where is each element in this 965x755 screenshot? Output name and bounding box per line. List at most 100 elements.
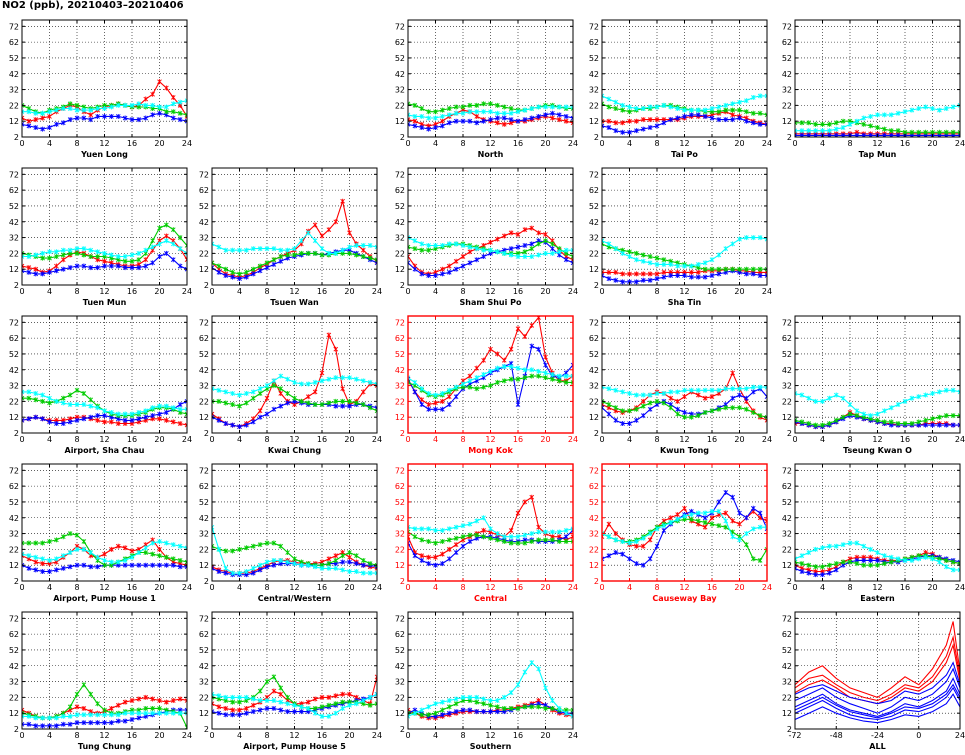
data-point — [764, 93, 767, 99]
data-point — [157, 710, 162, 716]
data-point — [602, 405, 605, 411]
series-group — [212, 524, 377, 578]
data-point — [923, 422, 928, 428]
data-point — [164, 104, 169, 110]
data-point — [40, 392, 45, 398]
data-point — [333, 710, 339, 716]
data-point — [675, 106, 680, 112]
data-point — [446, 269, 452, 275]
data-point — [813, 398, 818, 404]
series-line — [795, 667, 960, 714]
data-point — [367, 405, 373, 411]
data-point — [250, 246, 256, 252]
x-tick-label: 20 — [927, 435, 937, 444]
data-point — [627, 408, 632, 414]
data-point — [515, 254, 521, 260]
data-point — [433, 527, 438, 533]
y-tick-label: 52 — [782, 350, 792, 359]
y-tick-label: 2 — [787, 133, 792, 142]
data-point — [143, 247, 149, 253]
data-point — [689, 263, 694, 269]
data-point — [54, 268, 59, 274]
data-point — [129, 554, 135, 560]
data-point — [661, 120, 667, 126]
y-tick-label: 22 — [199, 545, 209, 554]
data-point — [299, 381, 304, 387]
x-tick-label: 8 — [654, 139, 659, 148]
data-point — [347, 550, 352, 556]
data-point — [81, 107, 87, 113]
data-point — [606, 241, 612, 247]
data-point — [312, 402, 318, 408]
data-point — [164, 417, 169, 423]
data-point — [412, 710, 418, 716]
x-tick-label: 24 — [182, 139, 192, 148]
data-point — [709, 257, 715, 263]
data-point — [129, 417, 135, 423]
data-point — [675, 406, 680, 412]
data-point — [312, 564, 318, 570]
data-point — [292, 556, 297, 562]
data-point — [177, 235, 183, 241]
data-point — [177, 564, 183, 570]
data-point — [271, 557, 277, 563]
data-point — [737, 510, 742, 516]
data-point — [326, 556, 332, 562]
data-point — [840, 414, 846, 420]
data-point — [640, 126, 646, 132]
data-point — [26, 389, 32, 395]
data-point — [757, 510, 763, 516]
data-point — [744, 515, 749, 521]
data-point — [102, 263, 107, 269]
x-tick-label: 12 — [679, 435, 689, 444]
data-point — [88, 247, 94, 253]
y-tick-label: 62 — [782, 482, 792, 491]
data-point — [326, 713, 332, 719]
data-point — [419, 526, 425, 532]
data-point — [481, 701, 486, 707]
data-point — [278, 543, 284, 549]
data-point — [164, 238, 169, 244]
data-point — [95, 554, 100, 560]
data-point — [354, 569, 359, 575]
data-point — [237, 424, 242, 430]
data-point — [806, 570, 812, 576]
data-point — [702, 520, 708, 525]
data-point — [81, 562, 87, 568]
x-tick-label: 0 — [792, 583, 797, 592]
data-point — [26, 416, 32, 422]
data-point — [333, 346, 339, 352]
data-point — [529, 106, 535, 112]
x-tick-label: 20 — [344, 731, 354, 740]
data-point — [237, 271, 242, 277]
x-tick-label: 16 — [707, 583, 717, 592]
y-tick-label: 2 — [14, 725, 19, 734]
data-point — [833, 120, 839, 126]
data-point — [54, 263, 59, 269]
data-point — [522, 532, 528, 538]
data-point — [543, 238, 548, 244]
data-point — [109, 113, 114, 119]
y-tick-label: 62 — [589, 334, 599, 343]
data-point — [340, 691, 345, 697]
y-tick-label: 72 — [782, 318, 792, 327]
data-point — [257, 414, 263, 420]
data-point — [216, 263, 222, 269]
data-point — [474, 375, 480, 381]
data-point — [833, 543, 839, 549]
data-point — [675, 516, 680, 522]
data-point — [647, 117, 653, 123]
data-point — [223, 266, 229, 272]
data-point — [613, 246, 619, 252]
data-point — [347, 554, 352, 560]
data-point — [764, 273, 767, 279]
y-tick-label: 2 — [204, 577, 209, 586]
data-point — [419, 247, 425, 253]
data-point — [143, 550, 149, 556]
data-point — [723, 386, 729, 392]
data-point — [367, 702, 373, 708]
y-tick-label: 52 — [395, 54, 405, 63]
data-point — [827, 570, 832, 576]
